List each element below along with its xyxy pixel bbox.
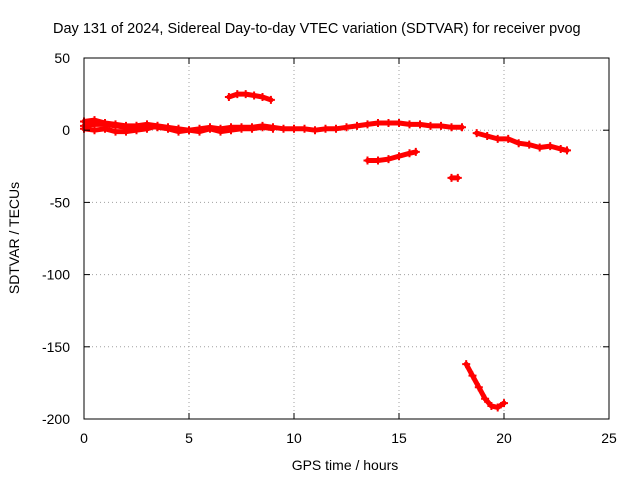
data-point — [233, 90, 242, 99]
data-point — [416, 120, 424, 129]
data-point — [353, 121, 361, 130]
data-point — [525, 140, 534, 149]
data-point — [411, 147, 420, 156]
data-point — [279, 124, 288, 133]
data-point — [493, 403, 502, 412]
data-points — [80, 90, 571, 412]
data-point — [395, 118, 403, 127]
data-point — [266, 95, 275, 104]
series-track — [474, 130, 570, 153]
data-point — [405, 149, 414, 158]
data-point — [384, 118, 393, 127]
data-point — [458, 123, 466, 132]
x-tick-label: 15 — [391, 430, 407, 446]
data-point — [535, 143, 544, 152]
data-point — [90, 116, 99, 125]
data-point — [269, 124, 277, 133]
data-point — [395, 152, 403, 161]
data-point — [195, 127, 204, 136]
series-arc-high — [224, 90, 275, 104]
series-arc-mid — [363, 147, 420, 165]
data-point — [206, 124, 214, 133]
data-point — [321, 124, 330, 133]
data-point — [500, 399, 508, 408]
data-point — [437, 121, 445, 130]
x-tick-label: 25 — [601, 430, 617, 446]
data-point — [290, 124, 298, 133]
data-point — [216, 127, 225, 136]
series-arc-point — [447, 173, 462, 182]
data-point — [248, 124, 256, 133]
data-point — [122, 121, 130, 130]
y-tick-label: 0 — [62, 122, 70, 138]
data-point — [374, 156, 382, 165]
data-point — [237, 124, 246, 133]
data-point — [90, 126, 99, 135]
y-tick-label: -200 — [42, 411, 70, 427]
data-point — [493, 134, 502, 143]
x-axis-label: GPS time / hours — [292, 457, 399, 473]
data-point — [164, 123, 172, 132]
y-tick-label: -100 — [42, 267, 70, 283]
data-point — [101, 118, 109, 127]
x-tick-label: 0 — [80, 430, 88, 446]
data-point — [363, 120, 372, 129]
data-point — [462, 360, 471, 369]
y-axis-label: SDTVAR / TECUs — [6, 182, 22, 294]
data-point — [405, 120, 414, 129]
y-tick-label: 50 — [54, 50, 70, 66]
data-point — [174, 124, 183, 133]
data-point — [227, 126, 235, 135]
series-arc-low — [462, 360, 508, 412]
data-point — [384, 155, 393, 164]
data-point — [481, 394, 490, 403]
data-point — [453, 173, 462, 182]
data-point — [514, 139, 523, 148]
data-point — [311, 126, 319, 135]
x-tick-label: 10 — [286, 430, 302, 446]
data-point — [143, 120, 151, 129]
plot-area-frame — [83, 57, 610, 420]
data-point — [504, 134, 513, 143]
x-tick-label: 5 — [185, 430, 193, 446]
data-point — [563, 146, 571, 155]
data-point — [468, 371, 477, 380]
data-point — [185, 126, 193, 135]
data-point — [300, 124, 309, 133]
data-point — [556, 144, 565, 153]
data-point — [487, 402, 496, 411]
data-point — [342, 123, 351, 132]
data-point — [250, 91, 259, 100]
data-point — [447, 123, 456, 132]
data-point — [241, 90, 250, 99]
data-point — [363, 156, 372, 165]
data-point — [111, 120, 120, 129]
data-point — [474, 383, 483, 392]
data-point — [483, 131, 492, 140]
axis-ticks: 0 5 10 15 20 25 50 0 -50 -100 -150 -200 — [42, 50, 617, 446]
data-point — [332, 124, 340, 133]
series-arc-tail — [472, 129, 571, 155]
data-point — [258, 123, 267, 132]
data-point — [546, 142, 555, 151]
data-point — [426, 121, 435, 130]
x-tick-label: 20 — [496, 430, 512, 446]
data-point — [258, 92, 267, 101]
data-point — [472, 129, 481, 138]
chart-title: Day 131 of 2024, Sidereal Day-to-day VTE… — [53, 21, 581, 37]
data-point — [224, 92, 233, 101]
gridlines — [84, 58, 609, 419]
y-tick-label: -150 — [42, 339, 70, 355]
data-point — [374, 118, 382, 127]
y-tick-label: -50 — [50, 194, 70, 210]
data-point — [111, 127, 120, 136]
data-point — [153, 121, 162, 130]
data-point — [132, 121, 141, 130]
